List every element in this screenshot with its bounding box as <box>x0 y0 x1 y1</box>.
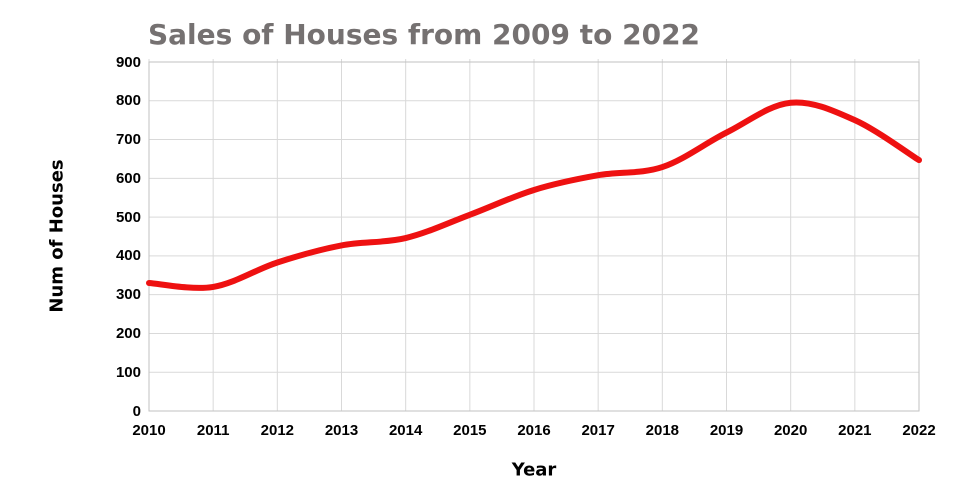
x-tick-label: 2019 <box>709 422 744 439</box>
x-tick-label: 2013 <box>324 422 359 439</box>
x-tick-label: 2010 <box>132 422 166 439</box>
y-tick-label: 200 <box>115 324 141 342</box>
x-tick-label: 2021 <box>838 422 872 439</box>
x-tick-label: 2020 <box>773 422 808 439</box>
x-tick-label: 2012 <box>260 422 295 439</box>
x-axis-title: Year <box>511 459 557 481</box>
y-tick-label: 700 <box>115 131 141 149</box>
x-tick-label: 2014 <box>388 422 423 439</box>
y-tick-label: 0 <box>132 402 141 420</box>
chart-title: Sales of Houses from 2009 to 2022 <box>148 18 701 51</box>
series-line <box>146 99 922 291</box>
y-tick-label: 500 <box>115 208 141 226</box>
y-tick-label: 800 <box>115 92 141 110</box>
y-tick-label: 600 <box>115 169 141 187</box>
y-tick-label: 400 <box>115 247 141 265</box>
y-tick-label: 100 <box>115 363 141 381</box>
x-tick-label: 2018 <box>645 422 680 439</box>
x-tick-label: 2022 <box>902 422 936 439</box>
y-tick-label: 900 <box>115 53 141 71</box>
x-tick-label: 2016 <box>517 422 551 439</box>
y-axis-title: Num of Houses <box>46 159 68 313</box>
plot-border <box>148 61 920 412</box>
y-tick-label: 300 <box>115 286 141 304</box>
x-tick-label: 2015 <box>453 422 487 439</box>
x-tick-label: 2017 <box>581 422 615 439</box>
x-tick-label: 2011 <box>196 422 230 439</box>
